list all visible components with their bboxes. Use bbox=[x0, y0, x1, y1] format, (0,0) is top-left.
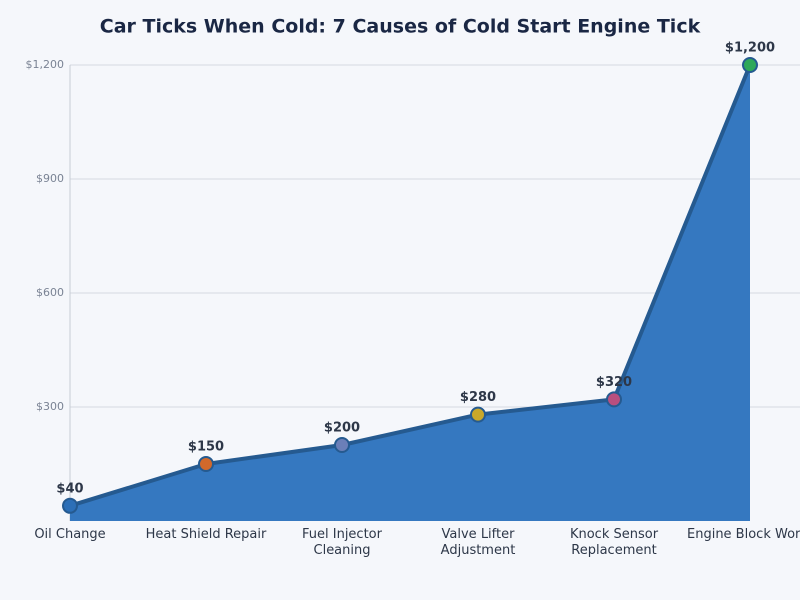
point bbox=[198, 456, 214, 472]
x-tick-label: Oil Change bbox=[34, 527, 106, 542]
point bbox=[334, 437, 350, 453]
chart-title: Car Ticks When Cold: 7 Causes of Cold St… bbox=[100, 16, 701, 38]
value-label: $200 bbox=[324, 421, 360, 436]
line bbox=[69, 64, 752, 508]
value-label: $40 bbox=[56, 481, 83, 496]
point bbox=[470, 406, 486, 423]
value-label: $320 bbox=[596, 375, 632, 390]
point bbox=[606, 391, 622, 408]
x-tick-label: Engine Block Work bbox=[687, 527, 800, 542]
y-tick-label: $600 bbox=[36, 286, 64, 299]
y-tick-label: $1,200 bbox=[26, 58, 65, 71]
value-label: $280 bbox=[460, 390, 496, 405]
point bbox=[742, 57, 758, 73]
value-label: $1,200 bbox=[725, 41, 775, 56]
area bbox=[70, 65, 750, 521]
y-tick-label: $300 bbox=[36, 400, 64, 413]
point bbox=[62, 497, 78, 514]
x-tick-label: Fuel Injector Cleaning bbox=[302, 527, 382, 558]
x-tick-label: Knock Sensor Replacement bbox=[569, 527, 659, 558]
y-tick-label: $900 bbox=[36, 172, 64, 185]
x-tick-label: Heat Shield Repair bbox=[145, 527, 267, 542]
x-tick-label: Valve Lifter Adjustment bbox=[440, 527, 516, 558]
value-label: $150 bbox=[188, 440, 224, 455]
